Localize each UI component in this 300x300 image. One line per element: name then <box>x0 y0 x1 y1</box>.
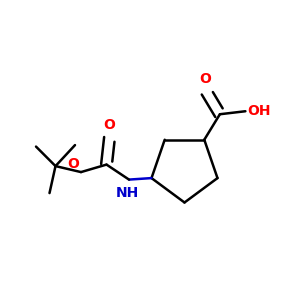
Text: O: O <box>199 72 211 86</box>
Text: NH: NH <box>116 186 139 200</box>
Text: OH: OH <box>247 104 270 118</box>
Text: O: O <box>103 118 116 132</box>
Text: O: O <box>68 157 80 171</box>
